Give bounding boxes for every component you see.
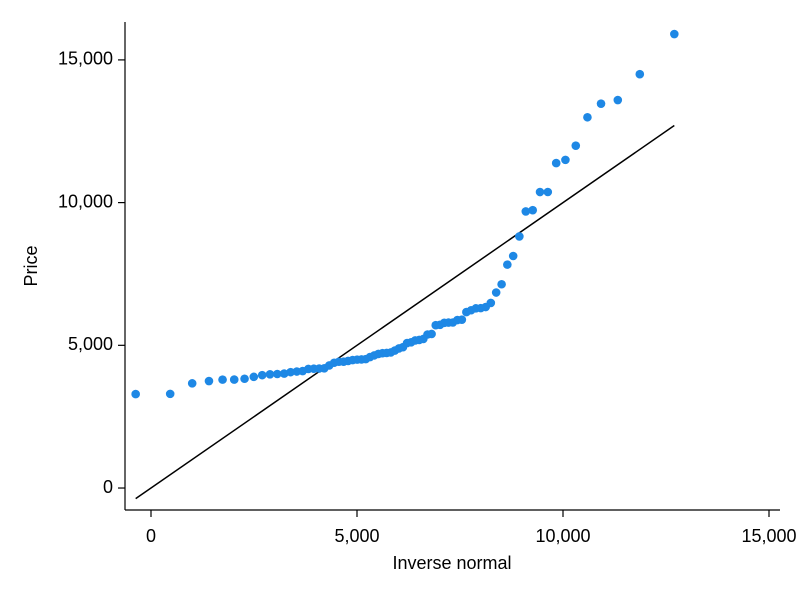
point <box>286 367 295 377</box>
point <box>165 389 175 399</box>
point <box>279 369 289 378</box>
point <box>515 232 524 241</box>
point <box>272 369 282 379</box>
point <box>187 379 197 388</box>
y-tick-label: 0 <box>103 477 113 497</box>
reference-line <box>135 124 675 500</box>
point <box>240 374 249 384</box>
point <box>131 389 140 399</box>
point <box>561 155 570 165</box>
point <box>491 288 501 297</box>
y-tick-label: 10,000 <box>58 191 113 211</box>
point <box>613 95 623 105</box>
point <box>204 376 214 386</box>
point <box>249 372 259 382</box>
point <box>551 158 561 168</box>
y-tick-label: 5,000 <box>68 334 113 354</box>
point <box>508 251 518 261</box>
x-tick-label: 5,000 <box>334 526 379 546</box>
point <box>257 370 267 380</box>
point <box>503 260 512 269</box>
point <box>265 370 275 379</box>
point <box>218 375 227 384</box>
point <box>427 329 436 339</box>
point <box>571 141 581 150</box>
point <box>596 99 606 108</box>
x-tick-label: 0 <box>146 526 156 546</box>
point <box>497 279 506 289</box>
point <box>486 298 496 308</box>
x-axis-title: Inverse normal <box>392 553 511 573</box>
point <box>528 205 538 215</box>
x-tick-label: 15,000 <box>741 526 796 546</box>
point <box>635 69 645 79</box>
point <box>543 187 553 197</box>
point <box>521 207 531 216</box>
x-tick-label: 10,000 <box>535 526 590 546</box>
point <box>229 375 239 384</box>
point <box>670 29 679 39</box>
point <box>535 187 545 197</box>
y-axis-title: Price <box>21 245 41 286</box>
point <box>457 315 467 324</box>
point <box>583 112 592 122</box>
y-tick-label: 15,000 <box>58 49 113 69</box>
